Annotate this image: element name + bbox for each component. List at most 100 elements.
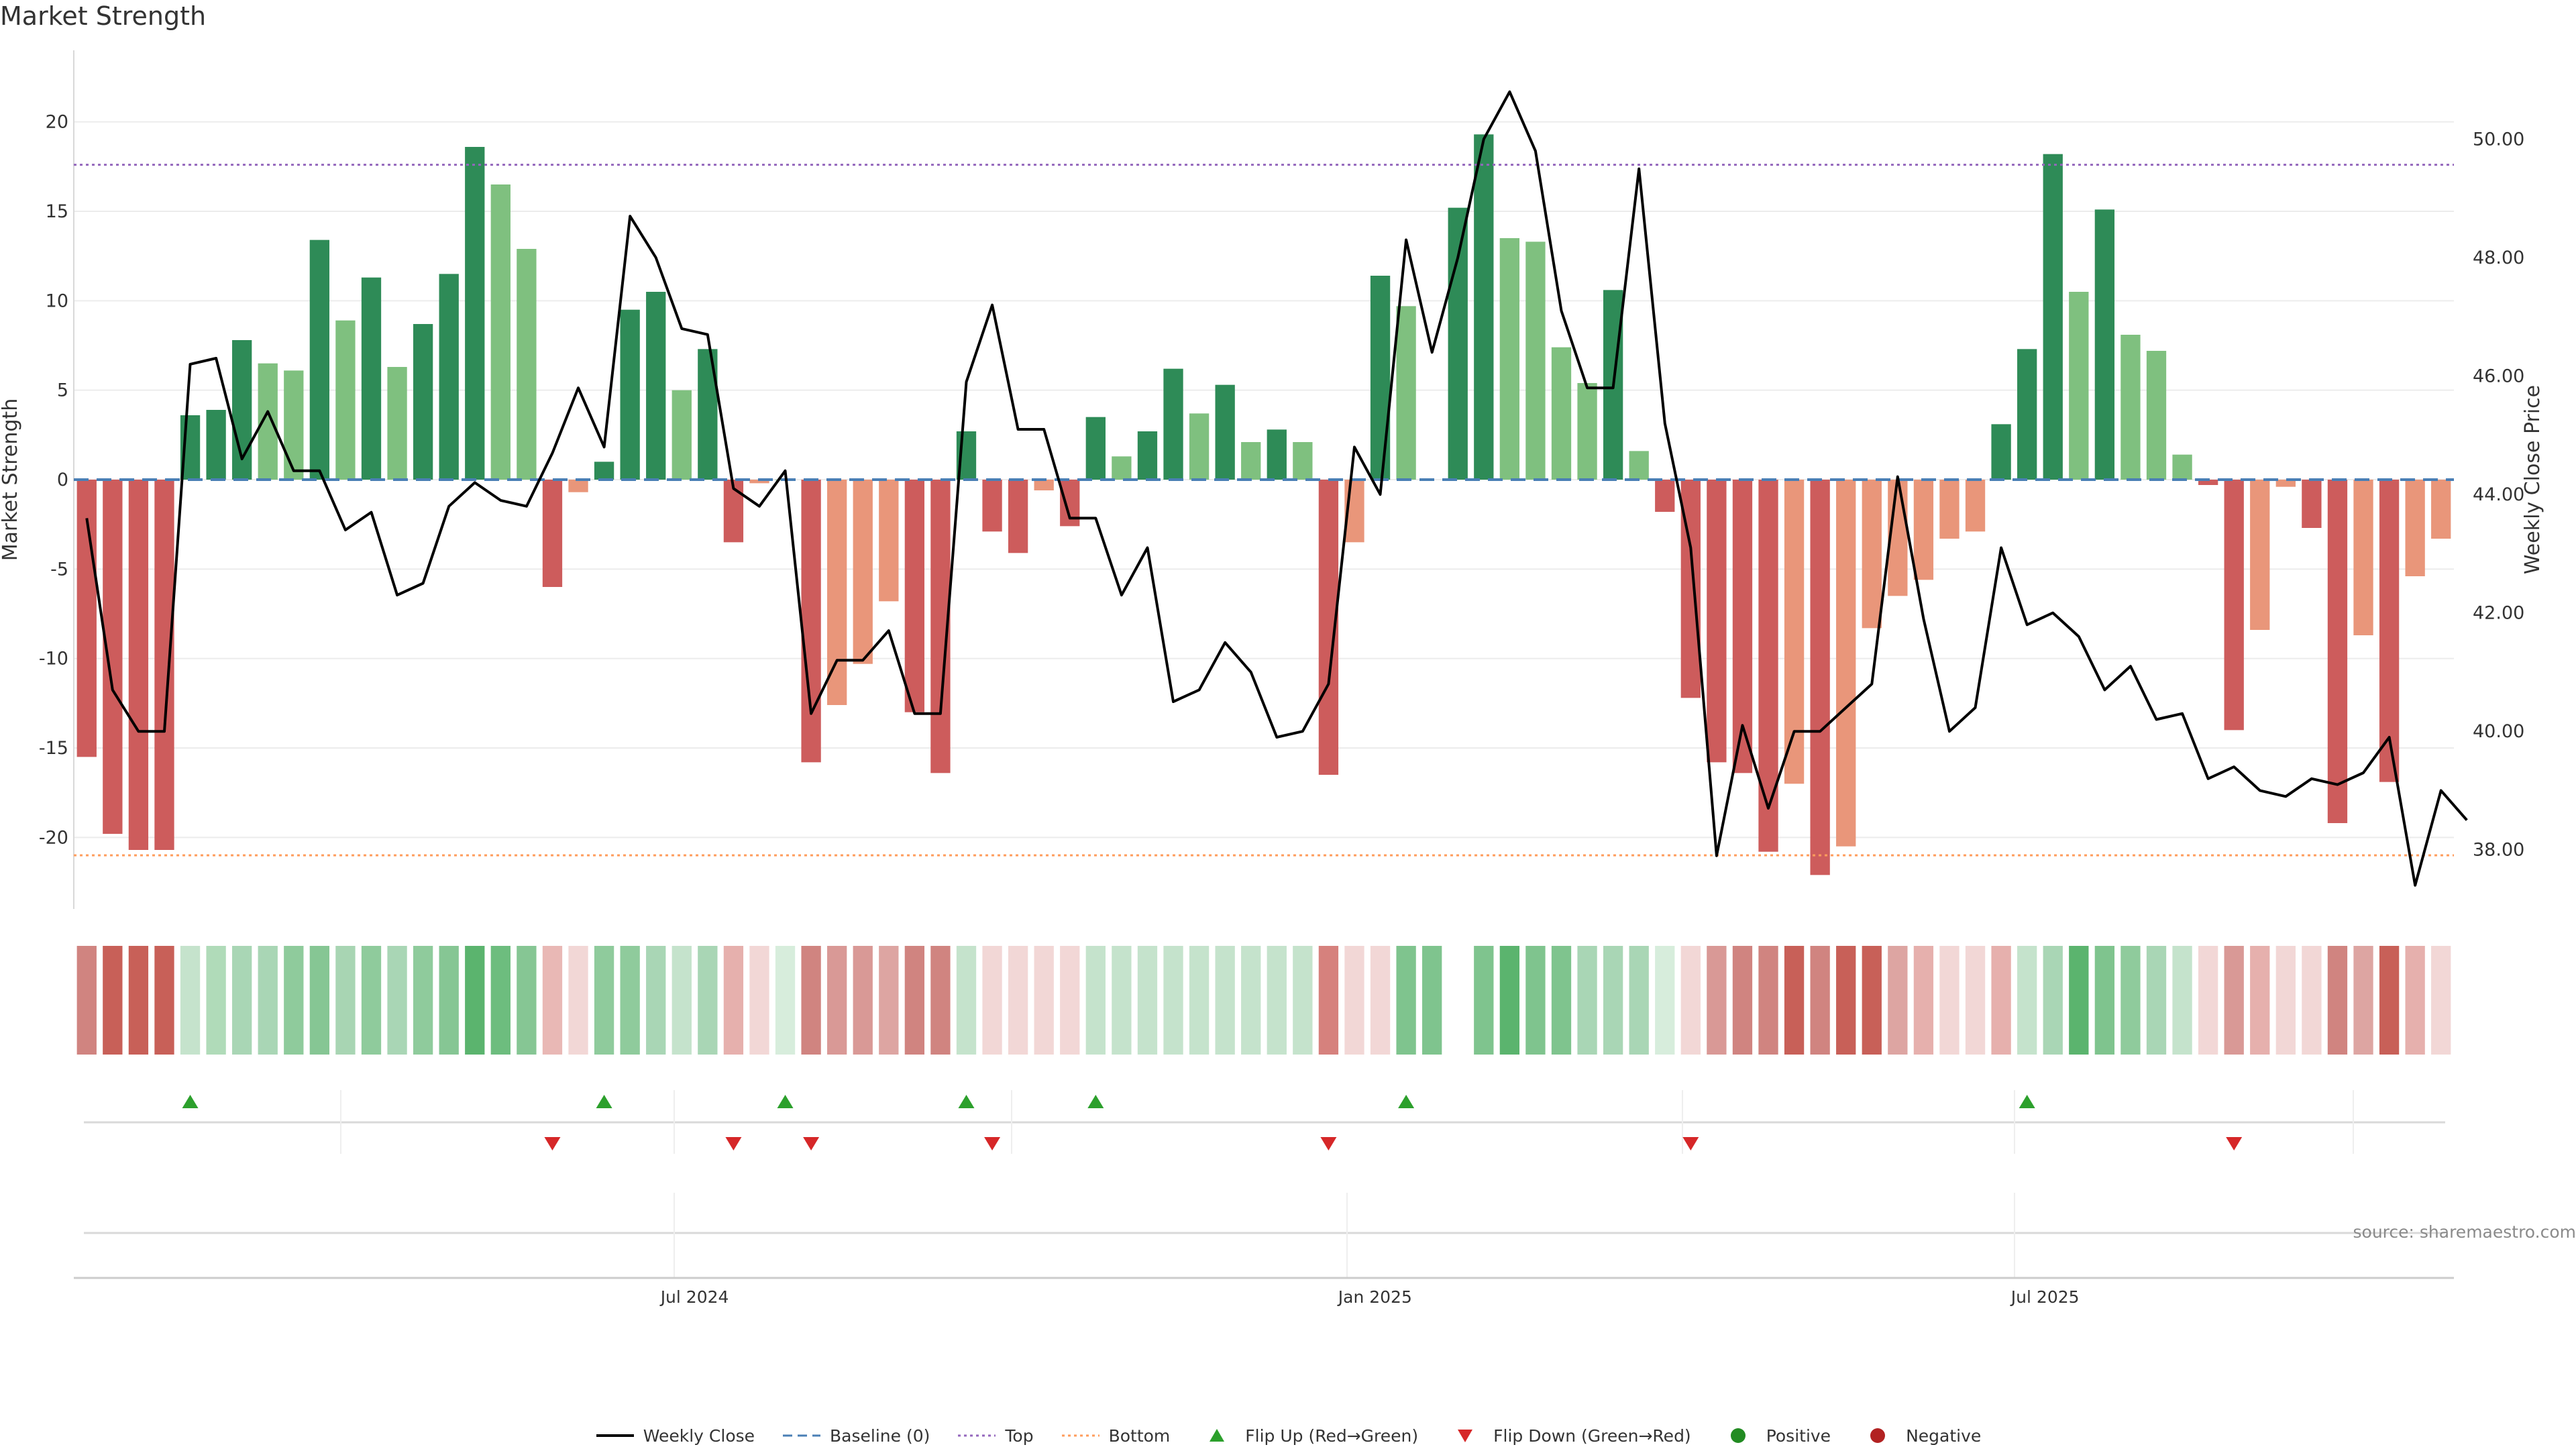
flip-down-marker bbox=[2226, 1137, 2243, 1150]
strip-cell bbox=[2302, 946, 2322, 1055]
strip-cell bbox=[128, 946, 149, 1055]
right-tick-label: 46.00 bbox=[2473, 366, 2524, 387]
strength-bar bbox=[1707, 480, 1727, 763]
strip-cell bbox=[206, 946, 226, 1055]
strip-cell bbox=[1499, 946, 1520, 1055]
strength-bar bbox=[1862, 480, 1882, 629]
bottom-legend-icon bbox=[1061, 1434, 1099, 1437]
chart-title: Market Strength bbox=[0, 1, 207, 31]
strip-cell bbox=[542, 946, 563, 1055]
strip-cell bbox=[1293, 946, 1313, 1055]
left-axis-title: Market Strength bbox=[0, 398, 22, 561]
strength-bar bbox=[1085, 417, 1106, 480]
x-tick-label: Jan 2025 bbox=[1337, 1287, 1412, 1307]
strip-cell bbox=[956, 946, 977, 1055]
flip-up-marker bbox=[596, 1095, 612, 1108]
strip-cell bbox=[879, 946, 899, 1055]
strip-cell bbox=[258, 946, 278, 1055]
strip-cell bbox=[2146, 946, 2167, 1055]
strip-cell bbox=[180, 946, 201, 1055]
flip_up-legend-icon bbox=[1210, 1429, 1225, 1442]
strength-bar bbox=[387, 367, 407, 480]
strength-bar bbox=[646, 292, 666, 480]
positive-legend-icon bbox=[1730, 1428, 1746, 1443]
strength-bar bbox=[1939, 480, 1960, 539]
strength-bar bbox=[1525, 241, 1546, 480]
weekly-close-line bbox=[85, 90, 2468, 887]
strength-bar bbox=[879, 480, 899, 602]
strength-bar bbox=[1215, 384, 1235, 480]
strip-cell bbox=[309, 946, 330, 1055]
strength-bar bbox=[1965, 480, 1986, 532]
flip-up-marker bbox=[777, 1095, 794, 1108]
legend-label: Top bbox=[1005, 1426, 1034, 1446]
strength-bar bbox=[1189, 413, 1210, 480]
strength-bar bbox=[1629, 451, 1649, 480]
strength-bar bbox=[1241, 442, 1261, 480]
left-tick-label: 10 bbox=[46, 290, 68, 311]
strip-cell bbox=[620, 946, 640, 1055]
strip-cell bbox=[2017, 946, 2037, 1055]
legend-item-bottom: Bottom bbox=[1061, 1426, 1170, 1446]
strength-bar bbox=[2327, 480, 2348, 823]
strength-bar bbox=[2043, 154, 2063, 480]
strength-bar bbox=[1293, 442, 1313, 480]
flip-up-marker bbox=[182, 1095, 199, 1108]
strip-cell bbox=[594, 946, 614, 1055]
strip-cell bbox=[1732, 946, 1753, 1055]
legend-label: Baseline (0) bbox=[830, 1426, 930, 1446]
strip-cell bbox=[1060, 946, 1080, 1055]
strip-cell bbox=[646, 946, 666, 1055]
strength-bar bbox=[1836, 480, 1856, 847]
strip-cell bbox=[982, 946, 1002, 1055]
strip-cell bbox=[1112, 946, 1132, 1055]
strip-cell bbox=[1836, 946, 1856, 1055]
legend-label: Flip Up (Red→Green) bbox=[1245, 1426, 1419, 1446]
strip-cell bbox=[2353, 946, 2373, 1055]
flip_down-legend-icon bbox=[1458, 1430, 1473, 1442]
strength-bar bbox=[2379, 480, 2400, 782]
strip-cell bbox=[1888, 946, 1908, 1055]
strip-cell bbox=[1422, 946, 1442, 1055]
strip-cell bbox=[154, 946, 174, 1055]
strip-cell bbox=[1939, 946, 1960, 1055]
strength-bar bbox=[853, 480, 873, 664]
strength-bar bbox=[335, 320, 356, 480]
left-tick-label: -20 bbox=[39, 827, 68, 848]
strength-bar bbox=[542, 480, 563, 587]
strength-bar bbox=[2275, 480, 2296, 487]
strip-cell bbox=[1862, 946, 1882, 1055]
right-tick-label: 50.00 bbox=[2473, 129, 2524, 150]
strip-cell bbox=[723, 946, 744, 1055]
legend-label: Flip Down (Green→Red) bbox=[1493, 1426, 1691, 1446]
strip-cell bbox=[930, 946, 951, 1055]
strip-cell bbox=[2172, 946, 2192, 1055]
flip-down-marker bbox=[1682, 1137, 1699, 1150]
strip-cell bbox=[2275, 946, 2296, 1055]
strip-cell bbox=[76, 946, 97, 1055]
strip-cell bbox=[1913, 946, 1934, 1055]
baseline-legend-icon bbox=[783, 1434, 821, 1437]
strip-cell bbox=[1370, 946, 1391, 1055]
strength-bar bbox=[2146, 351, 2167, 480]
chart-legend: Weekly Close Baseline (0) Top Bottom Flip Up… bbox=[0, 1426, 2576, 1446]
strip-cell bbox=[2094, 946, 2115, 1055]
strip-cell bbox=[2069, 946, 2089, 1055]
strength-bar bbox=[206, 410, 226, 480]
strip-cell bbox=[1551, 946, 1572, 1055]
strip-cell bbox=[2224, 946, 2244, 1055]
strength-bar bbox=[1474, 134, 1494, 480]
flip-down-marker bbox=[803, 1137, 820, 1150]
strip-cell bbox=[284, 946, 304, 1055]
legend-item-flip_down: Flip Down (Green→Red) bbox=[1445, 1426, 1691, 1446]
strength-bar bbox=[1551, 347, 1572, 480]
strength-bar bbox=[1034, 480, 1054, 490]
strip-cell bbox=[2043, 946, 2063, 1055]
strength-bar bbox=[1758, 480, 1778, 852]
strength-bar bbox=[2302, 480, 2322, 528]
strip-cell bbox=[232, 946, 252, 1055]
negative-legend-icon bbox=[1870, 1428, 1886, 1443]
strength-bar bbox=[1163, 368, 1183, 480]
strip-cell bbox=[439, 946, 459, 1055]
